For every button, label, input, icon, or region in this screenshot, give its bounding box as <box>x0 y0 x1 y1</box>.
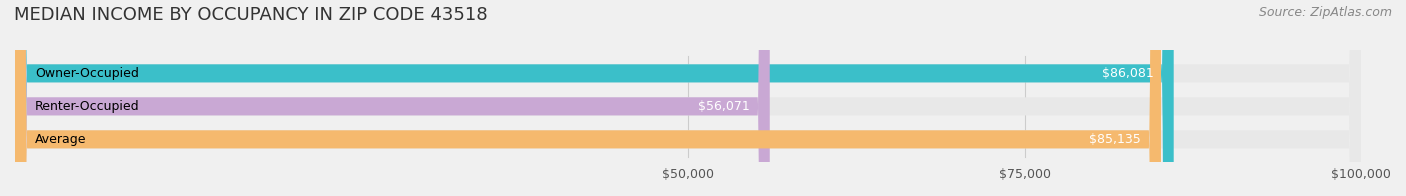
Text: $56,071: $56,071 <box>697 100 749 113</box>
Text: $86,081: $86,081 <box>1102 67 1153 80</box>
FancyBboxPatch shape <box>15 0 1161 196</box>
Text: $85,135: $85,135 <box>1090 133 1140 146</box>
Text: Renter-Occupied: Renter-Occupied <box>35 100 139 113</box>
FancyBboxPatch shape <box>15 0 769 196</box>
FancyBboxPatch shape <box>15 0 1174 196</box>
FancyBboxPatch shape <box>15 0 1361 196</box>
Text: Source: ZipAtlas.com: Source: ZipAtlas.com <box>1258 6 1392 19</box>
Text: MEDIAN INCOME BY OCCUPANCY IN ZIP CODE 43518: MEDIAN INCOME BY OCCUPANCY IN ZIP CODE 4… <box>14 6 488 24</box>
FancyBboxPatch shape <box>15 0 1361 196</box>
FancyBboxPatch shape <box>15 0 1361 196</box>
Text: Owner-Occupied: Owner-Occupied <box>35 67 139 80</box>
Text: Average: Average <box>35 133 87 146</box>
